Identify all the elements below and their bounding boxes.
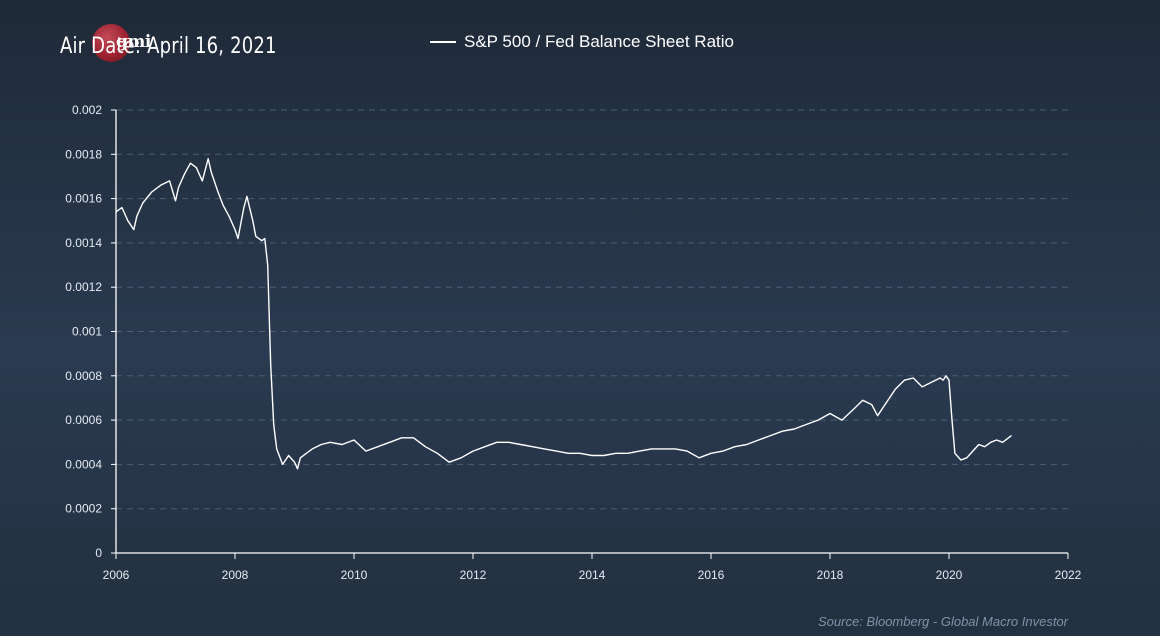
y-tick-label: 0.0002 bbox=[65, 502, 102, 516]
x-tick-label: 2020 bbox=[936, 568, 963, 582]
series-layer bbox=[115, 158, 1012, 470]
x-tick-label: 2022 bbox=[1055, 568, 1082, 582]
y-tick-label: 0.0006 bbox=[65, 413, 102, 427]
source-note: Source: Bloomberg - Global Macro Investo… bbox=[818, 614, 1068, 629]
y-tick-label: 0.0014 bbox=[65, 236, 102, 250]
y-tick-labels: 0 0.0002 0.0004 0.0006 0.0008 0.001 0.0012 0.00… bbox=[65, 103, 102, 560]
series-line-0 bbox=[115, 158, 1012, 470]
gmi-logo-circle bbox=[92, 24, 130, 62]
gmi-logo-text: gmi bbox=[116, 32, 151, 52]
x-tick-label: 2018 bbox=[817, 568, 844, 582]
y-tick-label: 0.0016 bbox=[65, 192, 102, 206]
y-tick-label: 0.0004 bbox=[65, 457, 102, 471]
legend-label: S&P 500 / Fed Balance Sheet Ratio bbox=[464, 32, 734, 51]
legend-line-swatch bbox=[430, 41, 456, 43]
x-tick-label: 2006 bbox=[103, 568, 130, 582]
x-tick-label: 2010 bbox=[341, 568, 368, 582]
x-tick-label: 2012 bbox=[460, 568, 487, 582]
x-tick-label: 2016 bbox=[698, 568, 725, 582]
y-tick-label: 0.001 bbox=[72, 325, 102, 339]
y-tick-label: 0.002 bbox=[72, 103, 102, 117]
y-tick-label: 0.0012 bbox=[65, 280, 102, 294]
y-tick-label: 0 bbox=[95, 546, 102, 560]
y-tick-label: 0.0018 bbox=[65, 147, 102, 161]
x-tick-label: 2014 bbox=[579, 568, 606, 582]
axes bbox=[111, 109, 1069, 559]
x-tick-labels: 2006 2008 2010 2012 2014 2016 2018 2020 2022 bbox=[103, 568, 1082, 582]
air-date: Air Date: April 16, 2021 bbox=[60, 34, 277, 59]
chart-legend: S&P 500 / Fed Balance Sheet Ratio bbox=[430, 32, 734, 52]
grid-lines bbox=[116, 109, 1068, 510]
x-tick-label: 2008 bbox=[222, 568, 249, 582]
y-tick-label: 0.0008 bbox=[65, 369, 102, 383]
